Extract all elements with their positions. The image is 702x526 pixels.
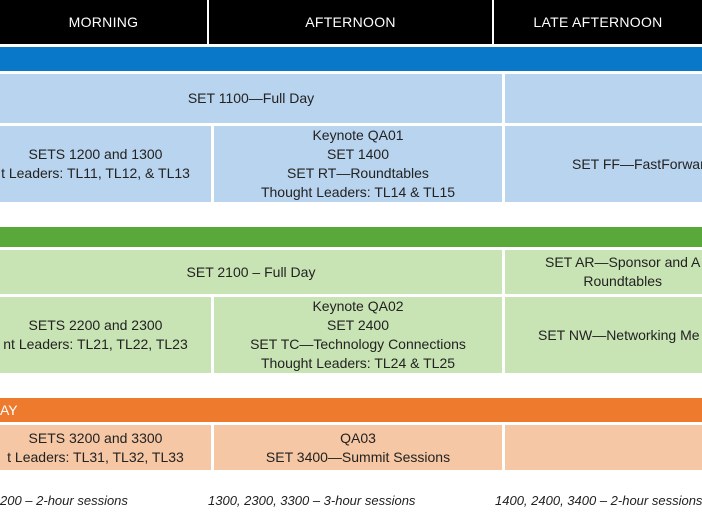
day2-late-top: SET AR—Sponsor and A Roundtables (505, 250, 702, 294)
footer-late: 1400, 2400, 3400 – 2-hour sessions (495, 492, 702, 508)
day1-late: SET FF—FastForwar (505, 126, 702, 202)
day2-full-day: SET 2100 – Full Day (0, 250, 502, 294)
day3-morning: SETS 3200 and 3300 t Leaders: TL31, TL32… (0, 425, 211, 470)
day2-morning-line-2: nt Leaders: TL21, TL22, TL23 (3, 336, 188, 352)
day1-morning-line-2: t Leaders: TL11, TL12, & TL13 (1, 165, 190, 181)
day2-afternoon-line-2: SET 2400 (326, 317, 389, 333)
day2-afternoon: Keynote QA02 SET 2400 SET TC—Technology … (214, 297, 502, 373)
day1-afternoon-line-4: Thought Leaders: TL14 & TL15 (260, 184, 456, 200)
day2-late-top-line-2: Roundtables (583, 273, 662, 289)
day2-bar (0, 227, 702, 247)
day1-afternoon-line-1: Keynote QA01 (312, 127, 404, 143)
day1-afternoon-line-2: SET 1400 (326, 146, 389, 162)
day1-morning-line-1: SETS 1200 and 1300 (28, 146, 163, 162)
day3-afternoon: QA03 SET 3400—Summit Sessions (214, 425, 502, 470)
day3-morning-line-2: t Leaders: TL31, TL32, TL33 (7, 448, 184, 465)
header-late-afternoon: LATE AFTERNOON (494, 0, 702, 44)
header-morning: MORNING (0, 0, 207, 44)
day2-afternoon-line-1: Keynote QA02 (312, 298, 404, 314)
day1-bar (0, 47, 702, 71)
day3-afternoon-line-1: QA03 (340, 429, 376, 446)
day2-afternoon-line-3: SET TC—Technology Connections (250, 336, 466, 352)
day2-afternoon-line-4: Thought Leaders: TL24 & TL25 (260, 355, 456, 371)
day3-afternoon-line-2: SET 3400—Summit Sessions (265, 448, 451, 465)
footer-morning: 200 – 2-hour sessions (0, 492, 128, 508)
day3-morning-line-1: SETS 3200 and 3300 (28, 429, 163, 446)
day1-morning: SETS 1200 and 1300 t Leaders: TL11, TL12… (0, 126, 211, 202)
day3-bar-label: AY (0, 402, 18, 418)
day2-late: SET NW—Networking Me (505, 297, 702, 373)
day2-late-top-line-1: SET AR—Sponsor and A (545, 254, 701, 270)
day1-full-day: SET 1100—Full Day (0, 74, 502, 123)
day2-morning: SETS 2200 and 2300 nt Leaders: TL21, TL2… (0, 297, 211, 373)
day2-morning-line-1: SETS 2200 and 2300 (28, 317, 163, 333)
day1-afternoon: Keynote QA01 SET 1400 SET RT—Roundtables… (214, 126, 502, 202)
header-afternoon: AFTERNOON (209, 0, 492, 44)
footer-afternoon: 1300, 2300, 3300 – 3-hour sessions (208, 492, 416, 508)
day1-afternoon-line-3: SET RT—Roundtables (287, 165, 429, 181)
day3-late (505, 425, 702, 470)
day1-late-top (505, 74, 702, 123)
day3-bar: AY (0, 398, 702, 422)
